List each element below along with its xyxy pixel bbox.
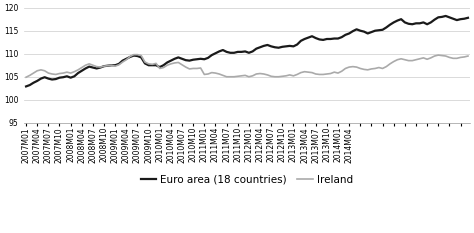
- Ireland: [454, 57, 460, 60]
- Euro area (18 countries): [328, 38, 333, 40]
- Line: Euro area (18 countries): Euro area (18 countries): [26, 16, 468, 86]
- Euro area (18 countries): [454, 19, 460, 21]
- Euro area (18 countries): [443, 14, 448, 17]
- Ireland: [131, 53, 137, 56]
- Ireland: [376, 66, 382, 69]
- Ireland: [116, 63, 122, 66]
- Line: Ireland: Ireland: [26, 55, 468, 77]
- Euro area (18 countries): [116, 62, 122, 65]
- Ireland: [146, 62, 152, 65]
- Ireland: [23, 76, 29, 79]
- Ireland: [465, 55, 471, 57]
- Euro area (18 countries): [142, 62, 148, 65]
- Euro area (18 countries): [268, 45, 274, 48]
- Ireland: [272, 75, 278, 78]
- Euro area (18 countries): [465, 16, 471, 19]
- Legend: Euro area (18 countries), Ireland: Euro area (18 countries), Ireland: [137, 171, 357, 189]
- Euro area (18 countries): [23, 85, 29, 88]
- Ireland: [331, 71, 337, 74]
- Euro area (18 countries): [372, 29, 378, 32]
